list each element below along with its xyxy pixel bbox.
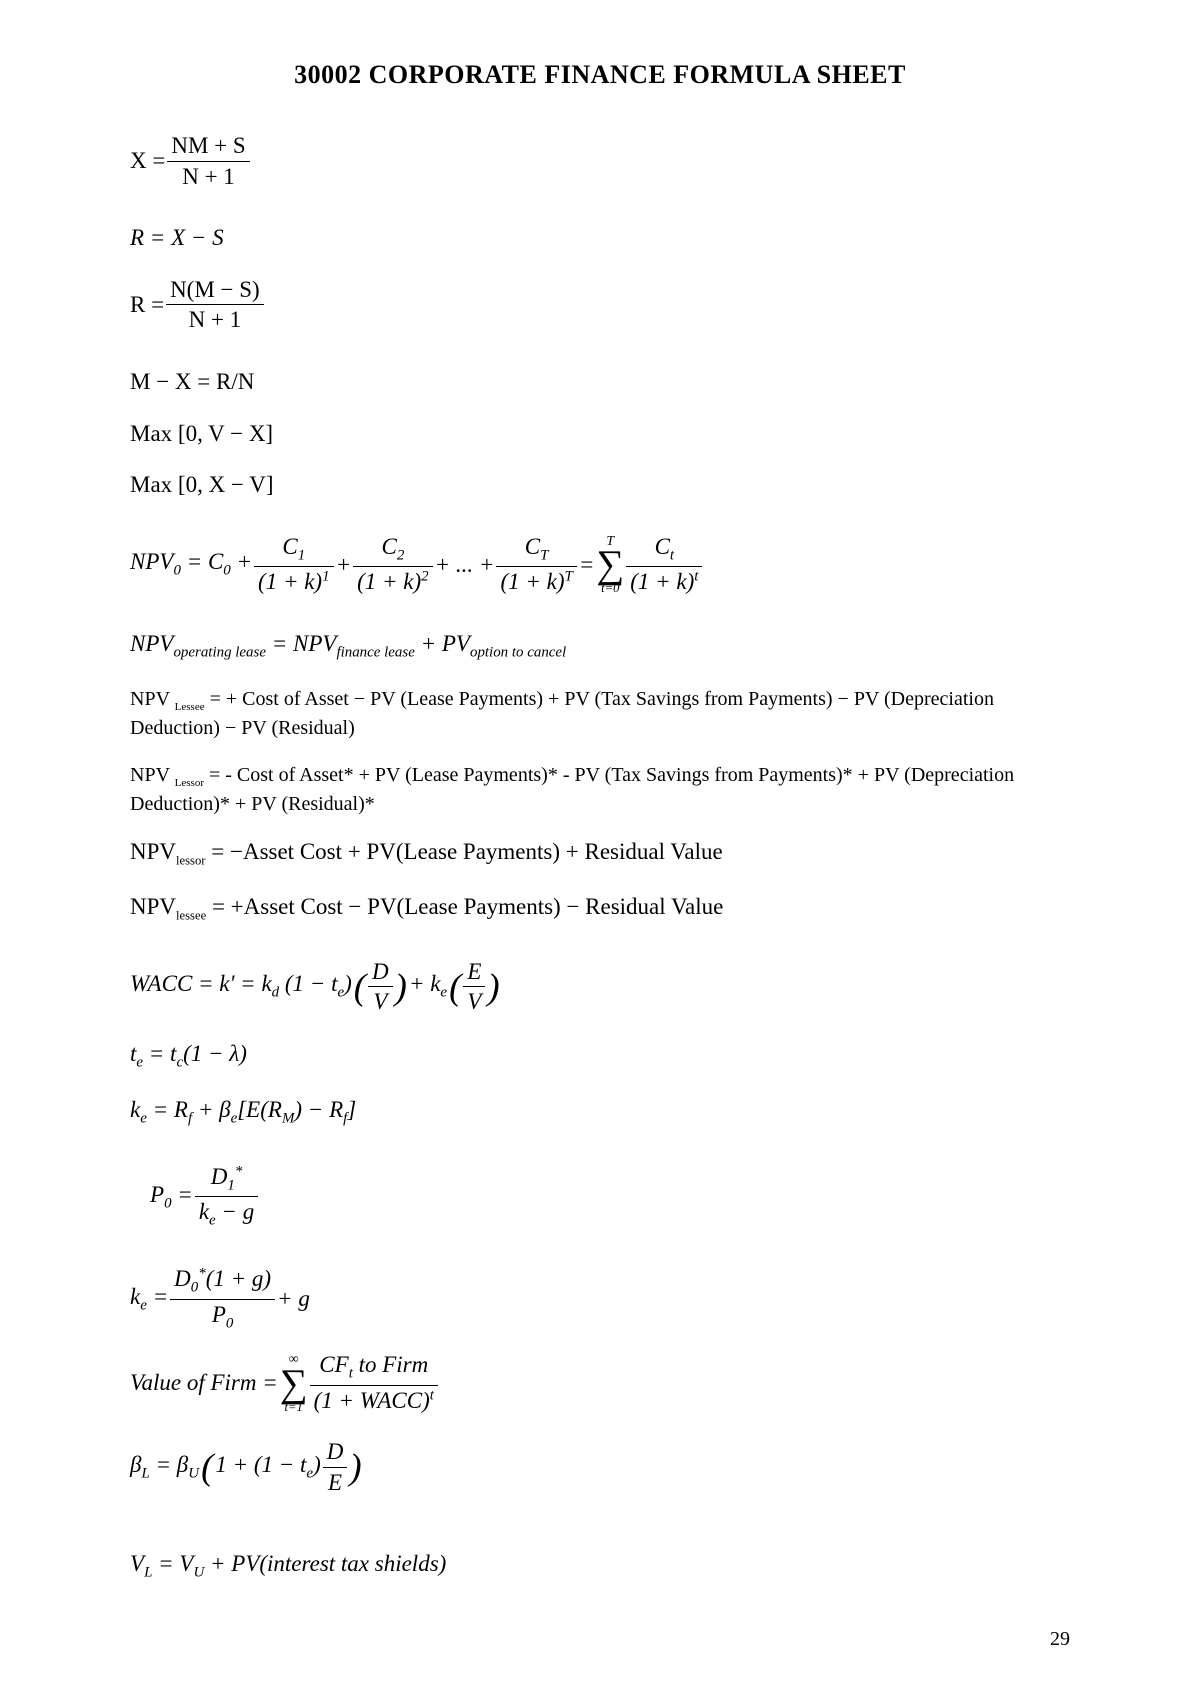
formula-text: R = (130, 291, 164, 319)
text: WACC = k' = kd (1 − te) (130, 970, 352, 1003)
formula-r1: R = X − S (130, 224, 1070, 252)
denominator: N + 1 (166, 305, 264, 334)
formula-max1: Max [0, V − X] (130, 420, 1070, 448)
fraction: Ct (1 + k)t (626, 533, 702, 596)
fraction: C2 (1 + k)2 (353, 533, 433, 596)
formula-te: te = tc(1 − λ) (130, 1040, 1070, 1073)
text: βL = βU (130, 1451, 199, 1484)
text-lessor: NPV Lessor = - Cost of Asset* + PV (Leas… (130, 762, 1070, 818)
text: + ... + (435, 551, 495, 579)
formula-oplease: NPVoperating lease = NPVfinance lease + … (130, 630, 1070, 663)
denominator: (1 + k)T (496, 567, 576, 596)
formula-r2: R = N(M − S) N + 1 (130, 276, 1070, 334)
numerator: CT (496, 533, 576, 568)
document-page: 30002 CORPORATE FINANCE FORMULA SHEET X … (0, 0, 1200, 1697)
numerator: Ct (626, 533, 702, 568)
formula-npv-lessee: NPVlessee = +Asset Cost − PV(Lease Payme… (130, 893, 1070, 924)
denominator: ke − g (195, 1197, 258, 1231)
denominator: (1 + WACC)t (310, 1386, 438, 1415)
numerator: NM + S (167, 132, 249, 162)
denominator: (1 + k)2 (353, 567, 433, 596)
formula-wacc: WACC = k' = kd (1 − te) ( D V ) + ke ( E… (130, 958, 1070, 1016)
formula-vof: Value of Firm = ∞ ∑ t=1 CFt to Firm (1 +… (130, 1351, 1070, 1414)
fraction: D0*(1 + g) P0 (170, 1265, 275, 1333)
numerator: CFt to Firm (310, 1351, 438, 1386)
fraction: C1 (1 + k)1 (254, 533, 334, 596)
numerator: C2 (353, 533, 433, 568)
fraction: NM + S N + 1 (167, 132, 249, 190)
formula-mx: M − X = R/N (130, 368, 1070, 396)
fraction: D1* ke − g (195, 1163, 258, 1231)
sigma: T ∑ t=0 (596, 534, 624, 596)
text: 1 + (1 − te) (215, 1451, 320, 1484)
formula-ke: ke = Rf + βe[E(RM) − Rf] (130, 1096, 1070, 1129)
fraction: CT (1 + k)T (496, 533, 576, 596)
text: Value of Firm = (130, 1369, 278, 1397)
numerator: C1 (254, 533, 334, 568)
text: NPV0 = C0 + (130, 548, 252, 581)
text: + g (277, 1285, 310, 1313)
formula-npv-lessor: NPVlessor = −Asset Cost + PV(Lease Payme… (130, 838, 1070, 869)
page-number: 29 (1050, 1628, 1070, 1651)
formula-betaL: βL = βU ( 1 + (1 − te) D E ) (130, 1438, 1070, 1496)
denominator: (1 + k)t (626, 567, 702, 596)
text: = (579, 551, 595, 579)
formula-max2: Max [0, X − V] (130, 471, 1070, 499)
fraction: N(M − S) N + 1 (166, 276, 264, 334)
numerator: D1* (195, 1163, 258, 1198)
numerator: N(M − S) (166, 276, 264, 306)
formula-p0: P0 = D1* ke − g (150, 1163, 1070, 1231)
text: + (336, 551, 352, 579)
fraction: CFt to Firm (1 + WACC)t (310, 1351, 438, 1414)
numerator: D0*(1 + g) (170, 1265, 275, 1300)
page-title: 30002 CORPORATE FINANCE FORMULA SHEET (130, 60, 1070, 90)
fraction: D E (323, 1438, 348, 1496)
text: P0 = (150, 1181, 193, 1214)
denominator: N + 1 (167, 162, 249, 191)
sigma: ∞ ∑ t=1 (280, 1352, 308, 1414)
denominator: (1 + k)1 (254, 567, 334, 596)
text: ke = (130, 1283, 168, 1316)
text: + ke (409, 970, 447, 1003)
denominator: P0 (170, 1300, 275, 1334)
formula-ke2: ke = D0*(1 + g) P0 + g (130, 1265, 1070, 1333)
formula-x: X = NM + S N + 1 (130, 132, 1070, 190)
formula-vl: VL = VU + PV(interest tax shields) (130, 1550, 1070, 1583)
formula-npv: NPV0 = C0 + C1 (1 + k)1 + C2 (1 + k)2 + … (130, 533, 1070, 596)
text-lessee: NPV Lessee = + Cost of Asset − PV (Lease… (130, 686, 1070, 742)
fraction: D V (368, 958, 393, 1016)
formula-text: X = (130, 147, 165, 175)
fraction: E V (463, 958, 485, 1016)
